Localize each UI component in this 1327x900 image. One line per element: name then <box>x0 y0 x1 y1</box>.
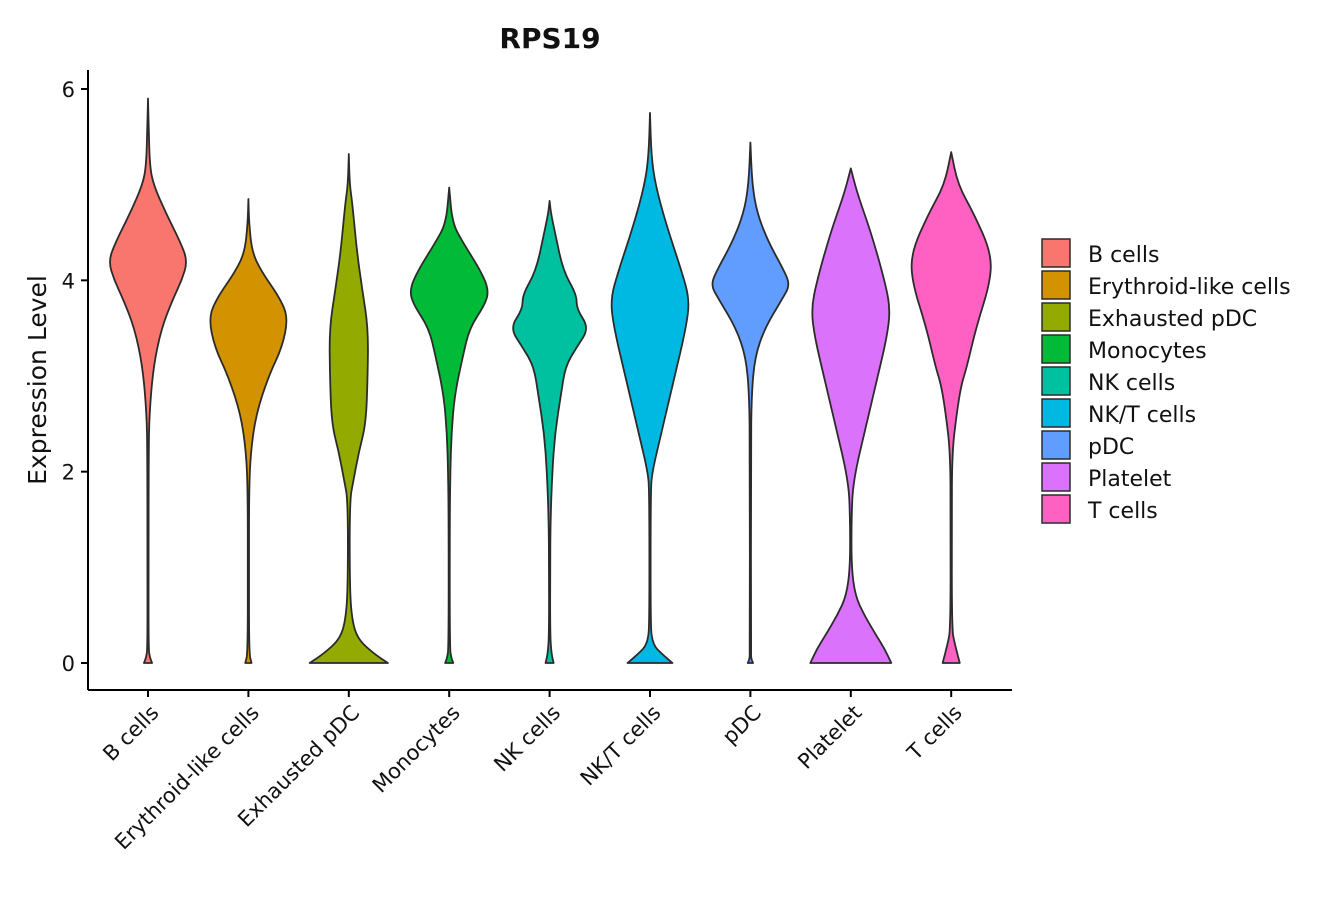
legend-item: T cells <box>1041 494 1158 524</box>
legend-label: NK/T cells <box>1088 403 1196 428</box>
legend-item: Platelet <box>1041 462 1172 492</box>
legend-label: Monocytes <box>1088 339 1207 364</box>
y-tick-label: 6 <box>62 78 75 102</box>
x-tick-label: Platelet <box>793 701 866 774</box>
legend-item: Erythroid-like cells <box>1041 270 1291 300</box>
legend-swatch <box>1041 430 1071 460</box>
legend-item: Exhausted pDC <box>1041 302 1257 332</box>
legend-item: Monocytes <box>1041 334 1207 364</box>
legend-label: T cells <box>1087 499 1158 524</box>
y-tick-label: 0 <box>62 652 75 676</box>
violin-t-cells <box>910 151 992 664</box>
legend-swatch <box>1041 462 1071 492</box>
legend-swatch <box>1041 334 1071 364</box>
legend-swatch <box>1041 302 1071 332</box>
legend-label: Exhausted pDC <box>1088 307 1257 332</box>
violin-platelet <box>809 167 893 664</box>
x-tick-label: T cells <box>902 701 967 766</box>
legend-label: Erythroid-like cells <box>1088 275 1291 300</box>
legend-label: NK cells <box>1088 371 1175 396</box>
y-tick-label: 4 <box>62 269 75 293</box>
violin-exhausted-pdc <box>308 153 389 664</box>
legend-item: NK/T cells <box>1041 398 1196 428</box>
violin-nk-cells <box>512 200 587 664</box>
violin-monocytes <box>409 186 489 664</box>
plot-area <box>109 97 992 664</box>
legend-item: pDC <box>1041 430 1134 460</box>
x-tick-label: NK cells <box>489 701 565 777</box>
legend-swatch <box>1041 494 1071 524</box>
x-tick-label: B cells <box>98 701 163 766</box>
legend: B cells Erythroid-like cells Exhausted pDC… <box>1041 238 1291 524</box>
legend-item: NK cells <box>1041 366 1175 396</box>
y-axis-label: Expression Level <box>23 275 52 485</box>
legend-label: pDC <box>1088 435 1134 460</box>
violin-nk-t-cells <box>610 112 690 664</box>
legend-swatch <box>1041 398 1071 428</box>
legend-swatch <box>1041 238 1071 268</box>
violin-pdc <box>711 141 790 664</box>
violin-erythroid-like-cells <box>209 198 288 664</box>
violin-b-cells <box>109 97 187 664</box>
legend-swatch <box>1041 366 1071 396</box>
legend-swatch <box>1041 270 1071 300</box>
x-tick-label: Monocytes <box>368 701 465 798</box>
x-tick-label: pDC <box>718 701 766 749</box>
legend-label: Platelet <box>1088 467 1172 492</box>
x-tick-label: NK/T cells <box>576 701 666 791</box>
legend-label: B cells <box>1088 243 1159 268</box>
y-axis: 0 2 4 6 <box>62 70 89 690</box>
chart-title: RPS19 <box>499 22 600 55</box>
y-tick-label: 2 <box>62 461 75 485</box>
legend-item: B cells <box>1041 238 1159 268</box>
